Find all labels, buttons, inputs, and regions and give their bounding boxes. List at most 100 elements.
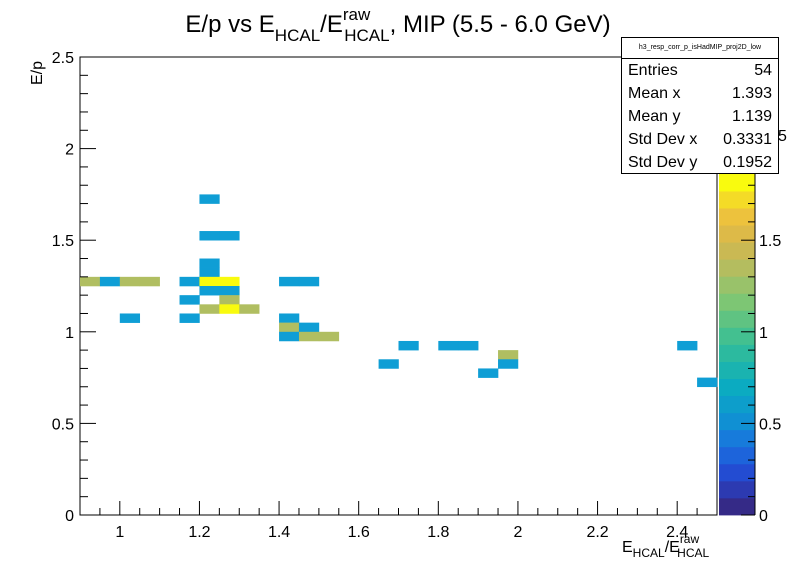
heatmap-cell bbox=[318, 331, 340, 342]
x-axis-label-slash: /E bbox=[665, 539, 680, 556]
y-axis-label: E/p bbox=[29, 61, 46, 85]
x-axis-label-sub-hcal: HCAL bbox=[633, 546, 665, 560]
heatmap-cell bbox=[139, 276, 160, 287]
heatmap-cell bbox=[438, 340, 459, 351]
colorbar-band bbox=[719, 327, 755, 345]
heatmap-cell bbox=[239, 304, 260, 314]
chart-title: E/p vs EHCAL/Eraw HCAL, MIP (5.5 - 6.0 Ge… bbox=[185, 5, 610, 45]
stats-label: Mean x bbox=[628, 85, 681, 102]
heatmap-cell bbox=[119, 313, 141, 323]
heatmap-cell bbox=[219, 231, 240, 241]
colorbar-band bbox=[719, 412, 755, 431]
y-tick-label: 1 bbox=[65, 325, 74, 342]
colorbar-tick-label: 0 bbox=[759, 508, 768, 525]
heatmap-cell bbox=[199, 267, 220, 278]
stats-row-stddev-y: Std Dev y 0.1952 bbox=[622, 151, 778, 174]
heatmap-cells bbox=[80, 194, 718, 388]
colorbar-band bbox=[719, 463, 755, 482]
x-tick-label: 2.2 bbox=[586, 524, 608, 541]
heatmap-cell bbox=[398, 340, 419, 351]
heatmap-cell bbox=[179, 313, 200, 323]
colorbar-band bbox=[719, 395, 755, 414]
heatmap-cell bbox=[199, 258, 220, 268]
chart-title-range: , MIP (5.5 - 6.0 GeV) bbox=[390, 11, 611, 38]
y-tick-label: 0 bbox=[65, 508, 74, 525]
x-tick-label: 1 bbox=[115, 524, 124, 541]
x-axis-label: EHCAL/Eraw HCAL bbox=[622, 532, 709, 560]
heatmap-cell bbox=[219, 295, 240, 305]
x-axis-label-e: E bbox=[622, 539, 633, 556]
colorbar-band bbox=[719, 276, 755, 294]
heatmap-cell bbox=[199, 276, 220, 287]
heatmap-cell bbox=[199, 286, 220, 296]
heatmap-cell bbox=[298, 331, 320, 342]
heatmap-cell bbox=[458, 340, 479, 351]
axes: 1 1.2 1.4 1.6 1.8 2 2.2 2.4 0 0.5 1 1.5 2 2.5 bbox=[52, 50, 718, 541]
heatmap-cell bbox=[179, 295, 200, 305]
stats-value: 0.3331 bbox=[723, 131, 772, 148]
y-tick-label: 2.5 bbox=[52, 50, 74, 67]
stats-label: Mean y bbox=[628, 108, 681, 125]
colorbar-band bbox=[719, 497, 755, 516]
heatmap-cell bbox=[478, 368, 499, 378]
stats-label: Std Dev x bbox=[628, 131, 698, 148]
colorbar-band bbox=[719, 480, 755, 499]
heatmap-cell bbox=[219, 286, 240, 296]
heatmap-cell bbox=[99, 276, 121, 287]
colorbar-band bbox=[719, 259, 755, 277]
heatmap-cell bbox=[80, 276, 101, 287]
heatmap-cell bbox=[298, 276, 320, 287]
stats-row-stddev-x: Std Dev x 0.3331 bbox=[622, 128, 778, 151]
heatmap-cell bbox=[219, 304, 240, 314]
x-tick-label: 1.8 bbox=[427, 524, 449, 541]
colorbar-band bbox=[719, 378, 755, 397]
heatmap-cell bbox=[199, 194, 220, 204]
y-tick-label: 0.5 bbox=[52, 416, 74, 433]
chart-title-sub-hcal: HCAL bbox=[275, 26, 320, 45]
stats-value: 1.393 bbox=[731, 85, 772, 102]
stats-value: 0.1952 bbox=[723, 154, 772, 171]
heatmap-cell bbox=[199, 231, 220, 241]
colorbar-band bbox=[719, 446, 755, 465]
statistics-box: h3_resp_corr_p_isHadMIP_proj2D_low Entri… bbox=[621, 37, 779, 174]
colorbar-band bbox=[719, 310, 755, 328]
colorbar-band bbox=[719, 208, 755, 226]
x-axis-label-sup-raw: raw bbox=[680, 532, 700, 546]
colorbar-band bbox=[719, 293, 755, 311]
stats-label: Entries bbox=[628, 62, 678, 79]
heatmap-cell bbox=[279, 276, 300, 287]
x-tick-label: 1.4 bbox=[268, 524, 290, 541]
heatmap-cell bbox=[279, 322, 300, 333]
chart-title-slash: /E bbox=[320, 11, 343, 38]
heatmap-cell bbox=[119, 276, 141, 287]
colorbar-band bbox=[719, 174, 755, 192]
colorbar-band bbox=[719, 191, 755, 209]
stats-row-entries: Entries 54 bbox=[622, 59, 778, 82]
color-palette-bar: 00.511.525 bbox=[719, 114, 787, 525]
heatmap-cell bbox=[378, 359, 399, 369]
heatmap-cell bbox=[279, 313, 300, 323]
x-tick-label: 1.2 bbox=[188, 524, 210, 541]
heatmap-cell bbox=[199, 304, 220, 314]
heatmap-cell bbox=[498, 350, 519, 360]
colorbar-band bbox=[719, 242, 755, 260]
x-axis-label-sub-hcal-2: HCAL bbox=[677, 546, 709, 560]
stats-row-mean-y: Mean y 1.139 bbox=[622, 105, 778, 128]
colorbar-tick-label-partial: 5 bbox=[778, 128, 787, 145]
heatmap-cell bbox=[279, 331, 300, 342]
chart-title-sub-hcal-2: HCAL bbox=[344, 26, 389, 45]
heatmap-cell bbox=[179, 276, 200, 287]
colorbar-band bbox=[719, 344, 755, 362]
y-tick-label: 2 bbox=[65, 142, 74, 159]
stats-histogram-name: h3_resp_corr_p_isHadMIP_proj2D_low bbox=[622, 38, 778, 59]
colorbar-tick-label: 0.5 bbox=[759, 416, 781, 433]
heatmap-cell bbox=[697, 377, 718, 388]
colorbar-tick-label: 1 bbox=[759, 325, 768, 342]
stats-value: 1.139 bbox=[731, 108, 772, 125]
x-tick-label: 2 bbox=[513, 524, 522, 541]
chart-title-main: E/p vs E bbox=[185, 11, 274, 38]
heatmap-cell bbox=[298, 322, 320, 333]
stats-label: Std Dev y bbox=[628, 154, 698, 171]
y-tick-label: 1.5 bbox=[52, 233, 74, 250]
